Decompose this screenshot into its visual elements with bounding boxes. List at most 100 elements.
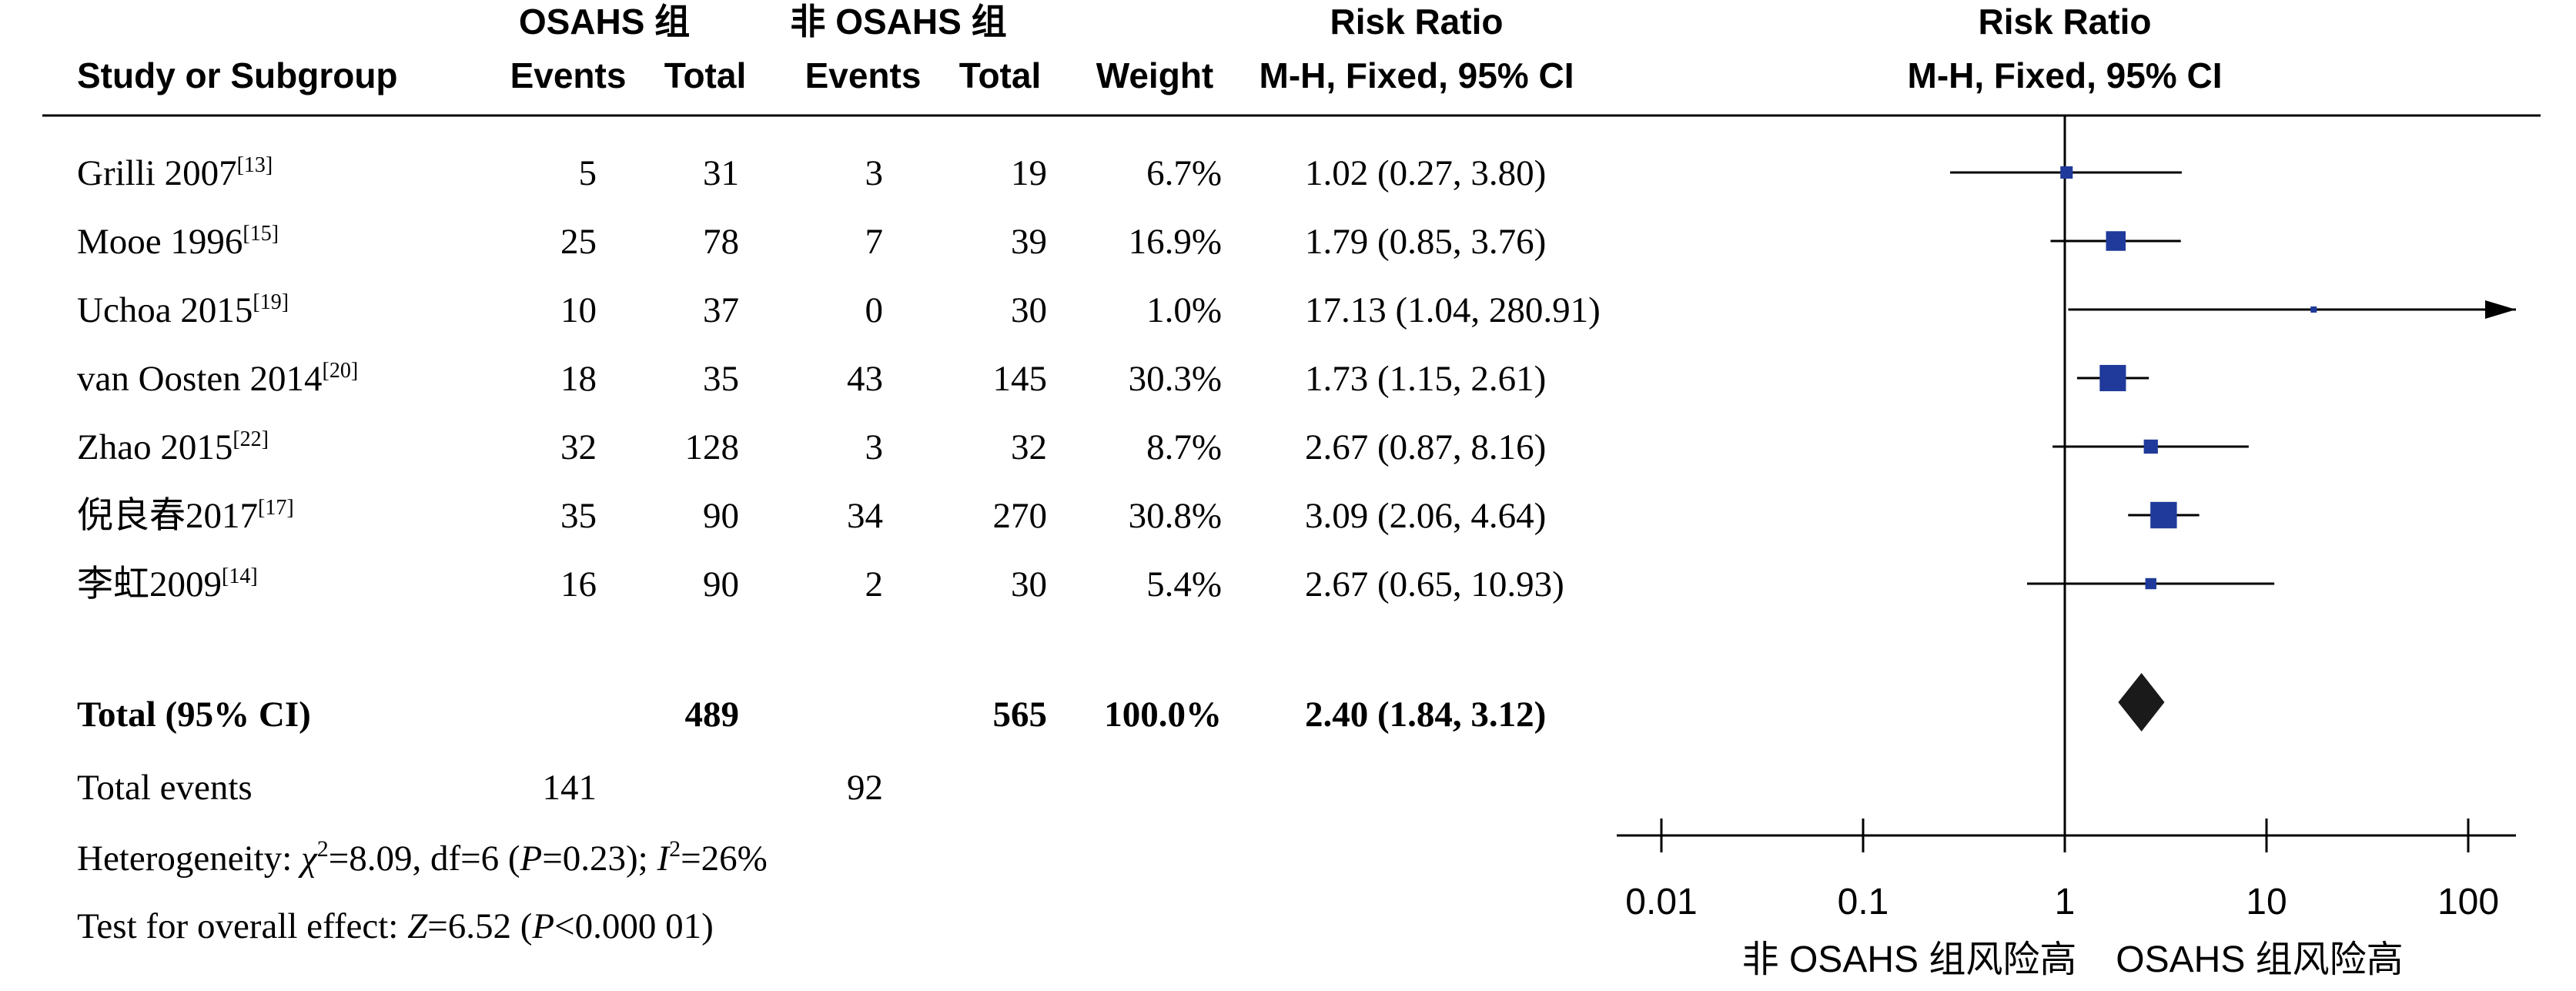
ci-text: 1.73 (1.15, 2.61)	[1305, 359, 1546, 399]
study-name: Uchoa 2015[19]	[77, 290, 289, 330]
weight-value: 1.0%	[1146, 290, 1222, 330]
events-non-osahs: 43	[847, 359, 883, 399]
study-name: Grilli 2007[13]	[77, 153, 273, 193]
events1-column-header: Events	[510, 55, 627, 95]
ci-text: 3.09 (2.06, 4.64)	[1305, 496, 1546, 536]
study-marker	[2150, 501, 2177, 529]
ci-text: 1.02 (0.27, 3.80)	[1305, 153, 1546, 193]
favours-left-label: 非 OSAHS 组风险高	[1742, 939, 2077, 980]
events2-column-header: Events	[805, 55, 922, 95]
total-non-osahs: 30	[1011, 290, 1047, 330]
overall-effect-text: Test for overall effect: Z=6.52 (P<0.000…	[77, 906, 714, 946]
study-column-header: Study or Subgroup	[77, 55, 398, 95]
total-osahs: 78	[703, 222, 739, 262]
total-n2: 565	[993, 695, 1048, 735]
weight-value: 6.7%	[1146, 153, 1222, 193]
x-axis-tick-label: 1	[2055, 882, 2076, 922]
total-non-osahs: 145	[993, 359, 1048, 399]
study-row: Zhao 2015[22] 32 128 3 32 8.7% 2.67 (0.87, 8.1…	[77, 427, 1546, 467]
total-osahs: 128	[685, 427, 740, 467]
total-events-label: Total events	[77, 768, 253, 808]
total2-column-header: Total	[959, 55, 1041, 95]
events-non-osahs: 3	[865, 153, 884, 193]
study-marker	[2060, 166, 2073, 179]
confidence-intervals	[1950, 171, 2516, 585]
study-name: Mooe 1996[15]	[77, 222, 279, 262]
total-n1: 489	[685, 695, 740, 735]
rr-column-method: M-H, Fixed, 95% CI	[1260, 55, 1574, 95]
study-row: Mooe 1996[15] 25 78 7 39 16.9% 1.79 (0.85, 3.7…	[77, 222, 1546, 262]
total-osahs: 90	[703, 564, 739, 604]
study-marker	[2145, 578, 2156, 590]
total-events-row: Total events 141 92	[77, 768, 883, 808]
events-non-osahs: 3	[865, 427, 884, 467]
group1-title: OSAHS 组	[519, 2, 690, 42]
study-row: Uchoa 2015[19] 10 37 0 30 1.0% 17.13 (1.04, 28…	[77, 290, 1601, 330]
total-osahs: 35	[703, 359, 739, 399]
favours-right-label: OSAHS 组风险高	[2116, 939, 2403, 980]
ci-text: 2.67 (0.87, 8.16)	[1305, 427, 1546, 467]
group2-title: 非 OSAHS 组	[790, 2, 1006, 42]
pooled-estimate-diamond	[2118, 673, 2165, 732]
study-marker	[2099, 364, 2126, 392]
events-osahs: 5	[579, 153, 597, 193]
ci-text: 17.13 (1.04, 280.91)	[1305, 290, 1601, 330]
events-non-osahs: 7	[865, 222, 884, 262]
total-non-osahs: 19	[1011, 153, 1047, 193]
plot-title: Risk Ratio	[1979, 2, 2152, 42]
events-osahs: 25	[560, 222, 597, 262]
study-name: van Oosten 2014[20]	[77, 359, 358, 399]
point-estimates	[2060, 166, 2317, 590]
study-row: 倪良春2017[17] 35 90 34 270 30.8% 3.09 (2.06, 4.6…	[77, 496, 1546, 536]
study-name: 倪良春2017[17]	[77, 496, 294, 536]
weight-value: 8.7%	[1146, 427, 1222, 467]
total-non-osahs: 270	[993, 496, 1048, 536]
study-rows: Grilli 2007[13] 5 31 3 19 6.7% 1.02 (0.27, 3.8…	[77, 153, 1601, 604]
table-header: OSAHS 组 非 OSAHS 组 Study or Subgroup Even…	[77, 2, 2222, 95]
forest-plot: 0.01 0.1 1 10 100 非 OSAHS 组风险高 OSAHS 组风险高	[1617, 116, 2516, 980]
total-osahs: 90	[703, 496, 739, 536]
total-non-osahs: 39	[1011, 222, 1047, 262]
x-axis-tick-label: 0.01	[1625, 882, 1697, 922]
total-non-osahs: 30	[1011, 564, 1047, 604]
events-osahs: 18	[560, 359, 597, 399]
x-axis-tick-label: 10	[2246, 882, 2287, 922]
study-row: Grilli 2007[13] 5 31 3 19 6.7% 1.02 (0.27, 3.8…	[77, 153, 1546, 193]
events-osahs: 16	[560, 564, 597, 604]
events-non-osahs: 2	[865, 564, 884, 604]
total1-column-header: Total	[664, 55, 746, 95]
rr-column-title: Risk Ratio	[1330, 2, 1504, 42]
total-osahs: 31	[703, 153, 739, 193]
x-axis-ticks: 0.01 0.1 1 10 100	[1625, 819, 2499, 922]
total-osahs: 37	[703, 290, 739, 330]
study-name: Zhao 2015[22]	[77, 427, 269, 467]
events-osahs: 10	[560, 290, 597, 330]
study-row: 李虹2009[14] 16 90 2 30 5.4% 2.67 (0.65, 10.93)	[77, 564, 1564, 604]
total-weight: 100.0%	[1104, 695, 1222, 735]
x-axis-tick-label: 0.1	[1838, 882, 1889, 922]
plot-method: M-H, Fixed, 95% CI	[1908, 55, 2223, 95]
total-events-1: 141	[543, 768, 597, 808]
total-ci-text: 2.40 (1.84, 3.12)	[1305, 695, 1546, 735]
heterogeneity-text: Heterogeneity: χ2=8.09, df=6 (P=0.23); I…	[77, 836, 768, 879]
ci-text: 2.67 (0.65, 10.93)	[1305, 564, 1564, 604]
x-axis-tick-label: 100	[2437, 882, 2499, 922]
study-row: van Oosten 2014[20] 18 35 43 145 30.3% 1.73 (1…	[77, 359, 1546, 399]
study-marker	[2310, 306, 2317, 313]
total-events-2: 92	[847, 768, 883, 808]
study-marker	[2143, 439, 2158, 454]
events-osahs: 32	[560, 427, 597, 467]
weight-value: 30.8%	[1129, 496, 1222, 536]
total-row: Total (95% CI) 489 565 100.0% 2.40 (1.84…	[77, 695, 1546, 735]
events-non-osahs: 34	[847, 496, 883, 536]
weight-value: 30.3%	[1129, 359, 1222, 399]
total-label: Total (95% CI)	[77, 695, 311, 735]
weight-value: 5.4%	[1146, 564, 1222, 604]
study-name: 李虹2009[14]	[77, 564, 258, 604]
events-non-osahs: 0	[865, 290, 884, 330]
study-marker	[2106, 231, 2126, 251]
total-non-osahs: 32	[1011, 427, 1047, 467]
events-osahs: 35	[560, 496, 597, 536]
ci-arrow	[2485, 300, 2516, 319]
